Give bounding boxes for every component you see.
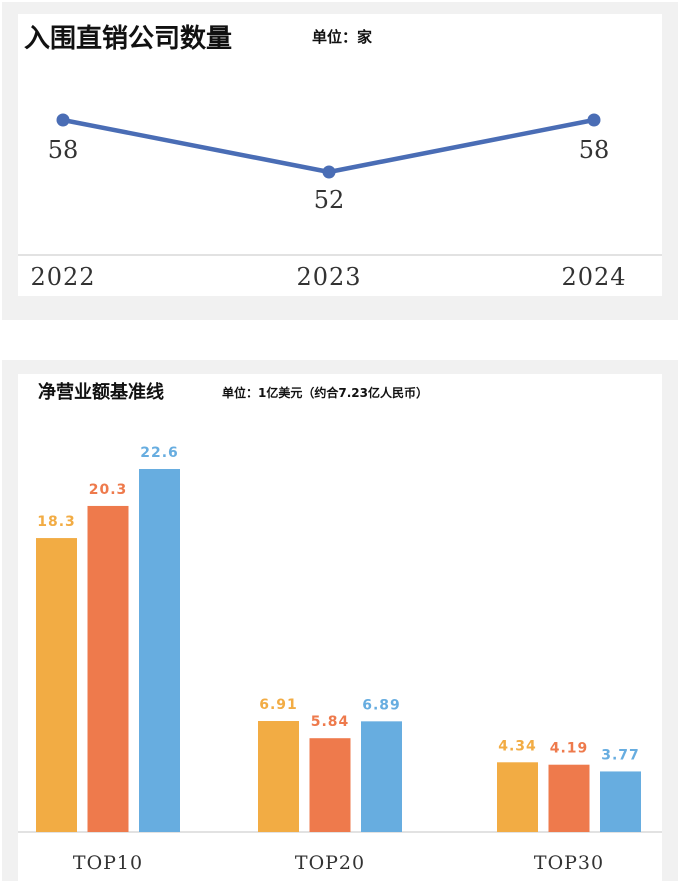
bar-value-label: 3.77 xyxy=(601,747,640,763)
bar xyxy=(258,721,299,832)
bar xyxy=(497,762,538,832)
bar xyxy=(87,505,129,832)
bar xyxy=(139,469,180,832)
bar-value-label: 4.19 xyxy=(550,741,589,757)
line-point xyxy=(56,113,70,127)
bar-chart-unit: 单位：1亿美元（约合7.23亿人民币） xyxy=(222,386,428,400)
bar-chart-title: 净营业额基准线 xyxy=(38,382,164,403)
bar-value-label: 4.34 xyxy=(498,738,537,754)
bar xyxy=(600,771,641,832)
bar-value-label: 5.84 xyxy=(311,714,350,730)
line-chart-card xyxy=(18,14,662,296)
bar xyxy=(361,721,402,832)
line-point xyxy=(322,165,336,179)
bar-value-label: 6.91 xyxy=(259,697,298,713)
bar-value-label: 6.89 xyxy=(362,697,401,713)
line-value-label: 52 xyxy=(314,186,345,214)
bar xyxy=(36,538,77,832)
bar xyxy=(309,738,351,832)
line-x-tick-label: 2022 xyxy=(30,263,95,291)
line-x-tick-label: 2023 xyxy=(296,263,361,291)
line-chart-title: 入围直销公司数量 xyxy=(24,24,233,54)
bar-value-label: 20.3 xyxy=(89,482,128,498)
bar-value-label: 22.6 xyxy=(140,445,179,461)
line-point xyxy=(587,113,601,127)
line-series xyxy=(62,117,595,175)
line-chart-unit: 单位：家 xyxy=(312,28,373,46)
bar-value-label: 18.3 xyxy=(37,514,76,530)
bar-x-tick-label: TOP10 xyxy=(73,852,143,874)
line-value-label: 58 xyxy=(48,136,79,164)
bar xyxy=(548,764,590,832)
bar-x-tick-label: TOP20 xyxy=(295,852,365,874)
bar-x-tick-label: TOP30 xyxy=(534,852,604,874)
line-x-tick-label: 2024 xyxy=(561,263,626,291)
line-value-label: 58 xyxy=(579,136,610,164)
